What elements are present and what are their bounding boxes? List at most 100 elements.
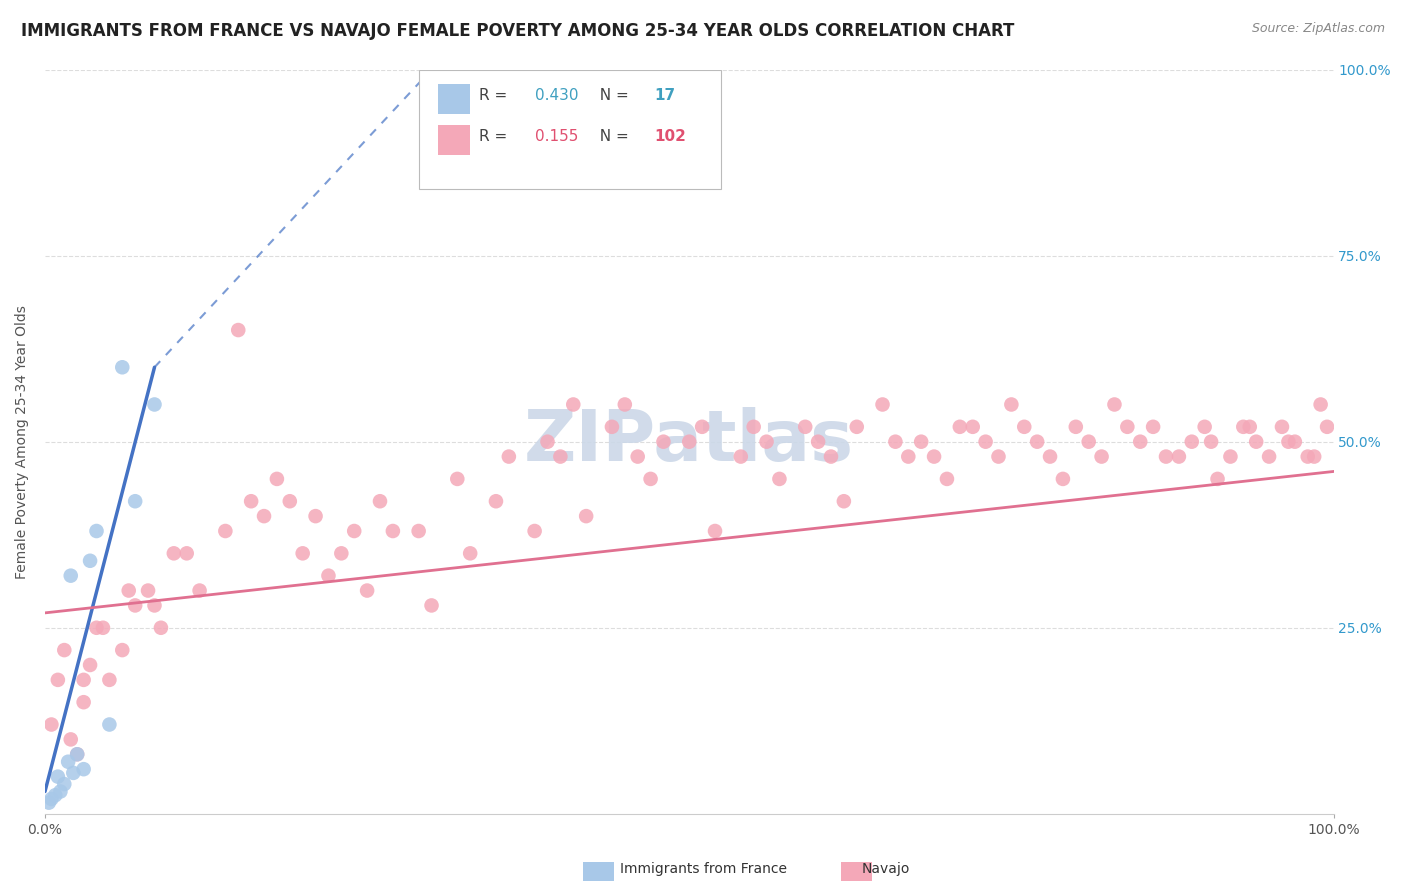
Point: [304, 509, 326, 524]
Text: Navajo: Navajo: [862, 862, 910, 876]
Point: [1284, 434, 1306, 449]
Text: ZIPatlas: ZIPatlas: [524, 407, 855, 476]
Point: [742, 419, 765, 434]
Point: [974, 434, 997, 449]
Point: [755, 434, 778, 449]
Point: [949, 419, 972, 434]
FancyBboxPatch shape: [439, 85, 470, 114]
Point: [44, 789, 66, 803]
Point: [627, 450, 650, 464]
Point: [1199, 434, 1222, 449]
Point: [98, 717, 121, 731]
Text: Source: ZipAtlas.com: Source: ZipAtlas.com: [1251, 22, 1385, 36]
Point: [1012, 419, 1035, 434]
Text: R =: R =: [479, 129, 512, 144]
Point: [446, 472, 468, 486]
Point: [79, 657, 101, 672]
Text: Immigrants from France: Immigrants from France: [620, 862, 786, 876]
Point: [46, 673, 69, 687]
Point: [66, 747, 89, 762]
Point: [613, 397, 636, 411]
Point: [59, 732, 82, 747]
Point: [1104, 397, 1126, 411]
Point: [143, 599, 166, 613]
Point: [678, 434, 700, 449]
Point: [1181, 434, 1204, 449]
Point: [420, 599, 443, 613]
Point: [86, 621, 108, 635]
Point: [66, 747, 89, 762]
Point: [1206, 472, 1229, 486]
Point: [41, 792, 63, 806]
Point: [176, 546, 198, 560]
Point: [485, 494, 508, 508]
Point: [356, 583, 378, 598]
Point: [845, 419, 868, 434]
Point: [38, 796, 60, 810]
Point: [807, 434, 830, 449]
Point: [111, 643, 134, 657]
Point: [1239, 419, 1261, 434]
Point: [1077, 434, 1099, 449]
Point: [910, 434, 932, 449]
Point: [1309, 397, 1331, 411]
Point: [820, 450, 842, 464]
Point: [266, 472, 288, 486]
Point: [550, 450, 572, 464]
Point: [562, 397, 585, 411]
Point: [72, 762, 94, 776]
Point: [730, 450, 752, 464]
Point: [1052, 472, 1074, 486]
Text: 0.155: 0.155: [534, 129, 578, 144]
Text: 102: 102: [654, 129, 686, 144]
Point: [1244, 434, 1267, 449]
Point: [1026, 434, 1049, 449]
Point: [640, 472, 662, 486]
Point: [291, 546, 314, 560]
Point: [1154, 450, 1177, 464]
Point: [962, 419, 984, 434]
Point: [381, 524, 404, 538]
Point: [704, 524, 727, 538]
Point: [1232, 419, 1254, 434]
Point: [143, 397, 166, 411]
Point: [897, 450, 920, 464]
Point: [343, 524, 366, 538]
Point: [408, 524, 430, 538]
Point: [124, 494, 146, 508]
Point: [1194, 419, 1216, 434]
Point: [768, 472, 790, 486]
Point: [59, 568, 82, 582]
Point: [536, 434, 558, 449]
Point: [1303, 450, 1326, 464]
Point: [330, 546, 353, 560]
Point: [86, 524, 108, 538]
FancyBboxPatch shape: [439, 126, 470, 155]
Point: [1296, 450, 1319, 464]
Point: [690, 419, 713, 434]
Point: [936, 472, 959, 486]
Point: [79, 554, 101, 568]
Point: [41, 717, 63, 731]
Point: [253, 509, 276, 524]
Point: [72, 673, 94, 687]
Point: [523, 524, 546, 538]
Text: 17: 17: [654, 88, 675, 103]
Text: 0.430: 0.430: [534, 88, 578, 103]
Point: [318, 568, 340, 582]
Point: [278, 494, 301, 508]
Point: [1258, 450, 1281, 464]
Y-axis label: Female Poverty Among 25-34 Year Olds: Female Poverty Among 25-34 Year Olds: [15, 305, 30, 579]
Point: [111, 360, 134, 375]
Point: [56, 755, 79, 769]
Point: [240, 494, 263, 508]
Point: [226, 323, 249, 337]
Point: [872, 397, 894, 411]
Point: [91, 621, 114, 635]
Point: [368, 494, 391, 508]
Text: IMMIGRANTS FROM FRANCE VS NAVAJO FEMALE POVERTY AMONG 25-34 YEAR OLDS CORRELATIO: IMMIGRANTS FROM FRANCE VS NAVAJO FEMALE …: [21, 22, 1015, 40]
Point: [149, 621, 172, 635]
Point: [136, 583, 159, 598]
Point: [1142, 419, 1164, 434]
Point: [188, 583, 211, 598]
